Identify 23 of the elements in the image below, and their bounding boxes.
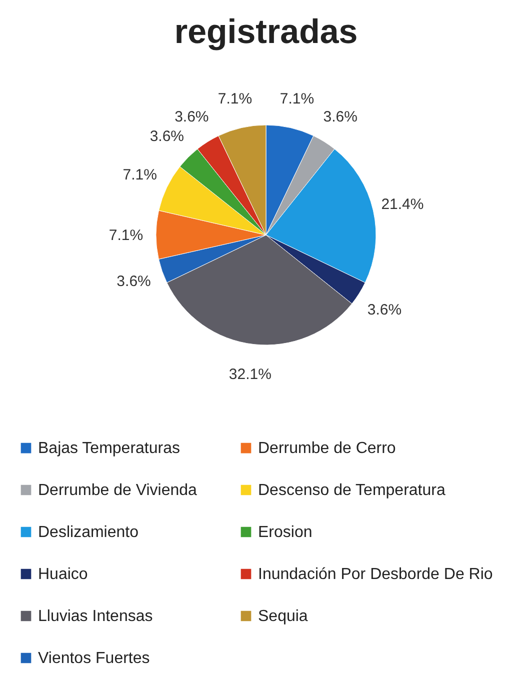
- data-label: 3.6%: [174, 108, 209, 126]
- data-label: 21.4%: [381, 196, 424, 213]
- data-label: 7.1%: [108, 226, 144, 244]
- data-label: 3.6%: [116, 273, 151, 290]
- legend-label: Deslizamiento: [38, 524, 139, 541]
- legend-label: Derrumbe de Cerro: [258, 440, 396, 458]
- legend-label: Sequia: [258, 608, 308, 625]
- data-label: 3.6%: [323, 108, 358, 126]
- data-label: 3.6%: [150, 128, 184, 146]
- data-label: 7.1%: [280, 90, 314, 108]
- data-label: 7.1%: [218, 90, 252, 108]
- legend-label: Bajas Temperaturas: [38, 440, 180, 458]
- data-label: 3.6%: [367, 302, 402, 319]
- legend-label: Vientos Fuertes: [38, 650, 150, 667]
- chart-title: registradas: [174, 13, 358, 51]
- legend-label: Descenso de Temperatura: [258, 482, 446, 499]
- legend-label: Huaico: [38, 566, 88, 583]
- legend-label: Inundación Por Desborde De Rio: [258, 566, 493, 583]
- legend-label: Derrumbe de Vivienda: [38, 482, 198, 499]
- data-label: 7.1%: [122, 166, 157, 184]
- legend-label: Erosion: [258, 524, 312, 541]
- data-label: 32.1%: [228, 366, 272, 384]
- legend-label: Lluvias Intensas: [38, 608, 153, 625]
